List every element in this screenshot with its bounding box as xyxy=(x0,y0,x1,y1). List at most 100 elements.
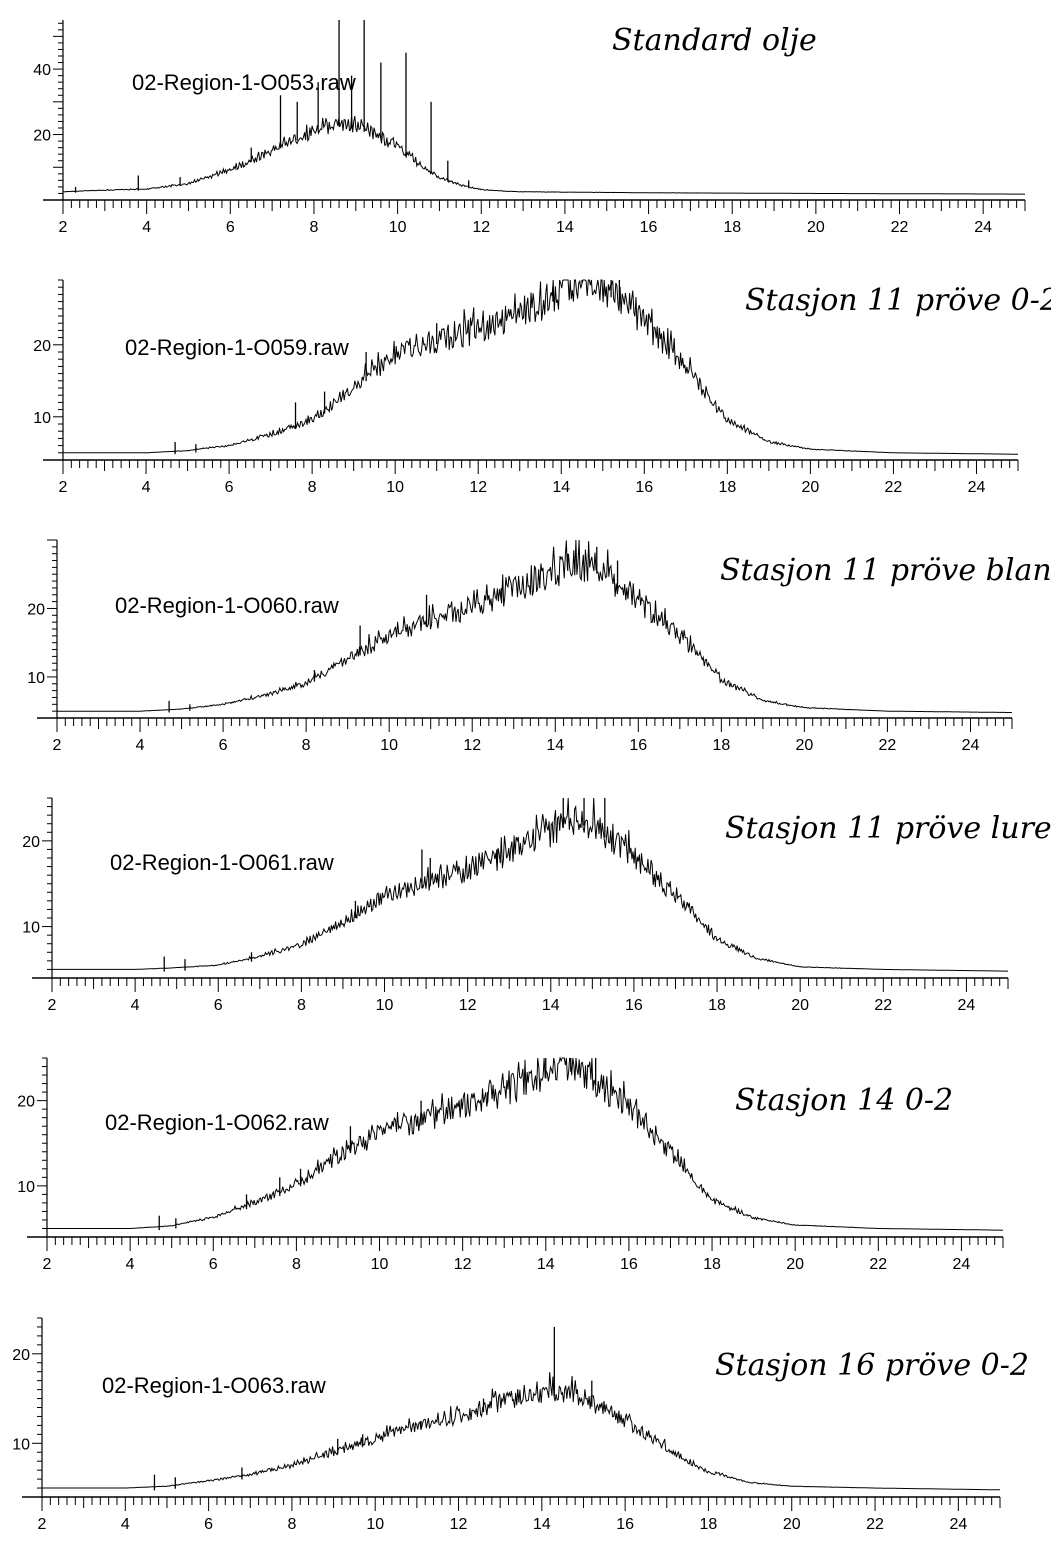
x-tick-label: 20 xyxy=(783,1516,801,1533)
handwritten-annotation: Stasjon 11 pröve 0-2 xyxy=(745,283,1051,318)
x-tick-label: 18 xyxy=(712,737,730,754)
x-tick-label: 6 xyxy=(225,479,234,496)
x-tick-label: 10 xyxy=(380,737,398,754)
y-tick-label: 20 xyxy=(27,601,45,618)
x-tick-label: 24 xyxy=(968,479,986,496)
x-tick-label: 22 xyxy=(879,737,897,754)
y-tick-label: 20 xyxy=(22,834,40,851)
y-tick-label: 20 xyxy=(17,1094,35,1111)
x-tick-label: 16 xyxy=(640,219,658,236)
x-tick-label: 8 xyxy=(308,479,317,496)
x-tick-label: 8 xyxy=(302,737,311,754)
x-tick-label: 20 xyxy=(791,997,809,1014)
handwritten-annotation: Stasjon 11 pröve lure xyxy=(725,811,1051,846)
y-tick-label: 20 xyxy=(33,128,51,145)
y-tick-label: 10 xyxy=(17,1179,35,1196)
y-tick-label: 10 xyxy=(12,1436,30,1453)
handwritten-annotation: Standard olje xyxy=(612,23,817,58)
x-tick-label: 14 xyxy=(556,219,574,236)
x-tick-label: 20 xyxy=(795,737,813,754)
x-tick-label: 6 xyxy=(226,219,235,236)
x-tick-label: 16 xyxy=(629,737,647,754)
x-tick-label: 10 xyxy=(386,479,404,496)
x-tick-label: 18 xyxy=(718,479,736,496)
x-tick-label: 16 xyxy=(635,479,653,496)
handwritten-annotation: Stasjon 16 pröve 0-2 xyxy=(715,1348,1029,1383)
x-tick-label: 12 xyxy=(459,997,477,1014)
x-tick-label: 12 xyxy=(450,1516,468,1533)
y-tick-label: 40 xyxy=(33,62,51,79)
x-tick-label: 16 xyxy=(616,1516,634,1533)
x-tick-label: 6 xyxy=(214,997,223,1014)
x-tick-label: 4 xyxy=(121,1516,130,1533)
y-tick-label: 10 xyxy=(33,410,51,427)
x-tick-label: 8 xyxy=(310,219,319,236)
x-tick-label: 6 xyxy=(209,1256,218,1273)
x-tick-label: 2 xyxy=(43,1256,52,1273)
x-tick-label: 2 xyxy=(59,479,68,496)
y-tick-label: 10 xyxy=(22,920,40,937)
y-tick-label: 20 xyxy=(12,1347,30,1364)
x-tick-label: 4 xyxy=(126,1256,135,1273)
x-tick-label: 24 xyxy=(949,1516,967,1533)
x-tick-label: 14 xyxy=(552,479,570,496)
y-tick-label: 10 xyxy=(27,670,45,687)
x-tick-label: 10 xyxy=(376,997,394,1014)
chromatogram-panel-3: 10202 4 6 8 10 12 14 16 18 20 22 2402-Region-1-O060… xyxy=(27,540,1051,754)
x-tick-label: 22 xyxy=(874,997,892,1014)
x-tick-label: 4 xyxy=(131,997,140,1014)
x-tick-label: 8 xyxy=(292,1256,301,1273)
x-tick-label: 6 xyxy=(204,1516,213,1533)
file-label: 02-Region-1-O061.raw xyxy=(110,850,334,875)
file-label: 02-Region-1-O059.raw xyxy=(125,335,349,360)
x-tick-label: 24 xyxy=(974,219,992,236)
x-tick-label: 20 xyxy=(786,1256,804,1273)
file-label: 02-Region-1-O053.raw xyxy=(132,70,356,95)
x-tick-label: 10 xyxy=(366,1516,384,1533)
x-tick-label: 12 xyxy=(472,219,490,236)
x-tick-label: 20 xyxy=(801,479,819,496)
x-tick-label: 16 xyxy=(620,1256,638,1273)
x-tick-label: 14 xyxy=(542,997,560,1014)
x-tick-label: 22 xyxy=(885,479,903,496)
x-tick-label: 12 xyxy=(454,1256,472,1273)
x-tick-label: 22 xyxy=(866,1516,884,1533)
x-tick-label: 4 xyxy=(142,219,151,236)
x-tick-label: 18 xyxy=(708,997,726,1014)
x-tick-label: 2 xyxy=(48,997,57,1014)
x-tick-label: 22 xyxy=(869,1256,887,1273)
x-tick-label: 18 xyxy=(703,1256,721,1273)
x-tick-label: 24 xyxy=(962,737,980,754)
x-tick-label: 12 xyxy=(463,737,481,754)
x-tick-label: 20 xyxy=(807,219,825,236)
x-tick-label: 4 xyxy=(136,737,145,754)
x-tick-label: 18 xyxy=(723,219,741,236)
x-tick-label: 24 xyxy=(953,1256,971,1273)
y-tick-label: 20 xyxy=(33,338,51,355)
x-tick-label: 2 xyxy=(53,737,62,754)
x-tick-label: 14 xyxy=(546,737,564,754)
x-tick-label: 4 xyxy=(142,479,151,496)
handwritten-annotation: Stasjon 11 pröve bland xyxy=(720,553,1051,588)
x-tick-label: 14 xyxy=(533,1516,551,1533)
x-tick-label: 10 xyxy=(371,1256,389,1273)
x-tick-label: 16 xyxy=(625,997,643,1014)
file-label: 02-Region-1-O062.raw xyxy=(105,1110,329,1135)
x-tick-label: 2 xyxy=(38,1516,47,1533)
x-tick-label: 10 xyxy=(389,219,407,236)
x-tick-label: 24 xyxy=(958,997,976,1014)
x-tick-label: 14 xyxy=(537,1256,555,1273)
file-label: 02-Region-1-O060.raw xyxy=(115,593,339,618)
x-tick-label: 6 xyxy=(219,737,228,754)
x-tick-label: 2 xyxy=(59,219,68,236)
x-tick-label: 12 xyxy=(469,479,487,496)
chromatogram-trace xyxy=(63,116,1025,194)
x-tick-label: 8 xyxy=(297,997,306,1014)
